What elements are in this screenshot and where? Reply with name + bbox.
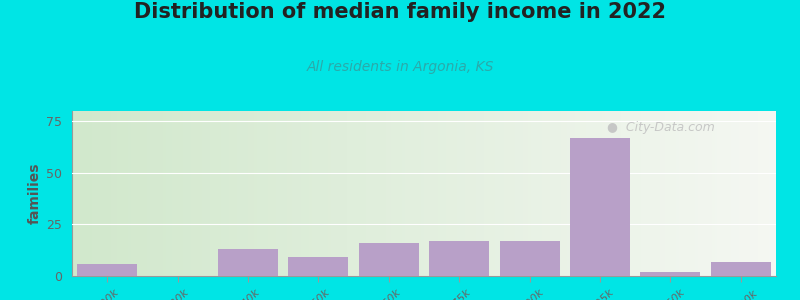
Text: All residents in Argonia, KS: All residents in Argonia, KS	[306, 60, 494, 74]
Bar	[500, 241, 559, 276]
Bar	[359, 243, 418, 276]
Bar	[289, 257, 348, 276]
Text: Distribution of median family income in 2022: Distribution of median family income in …	[134, 2, 666, 22]
Bar	[641, 272, 700, 276]
Bar	[218, 249, 278, 276]
Bar	[78, 264, 137, 276]
Bar	[430, 241, 489, 276]
Bar	[570, 138, 630, 276]
Bar	[711, 262, 770, 276]
Y-axis label: families: families	[28, 163, 42, 224]
Text: ●  City-Data.com: ● City-Data.com	[607, 121, 714, 134]
